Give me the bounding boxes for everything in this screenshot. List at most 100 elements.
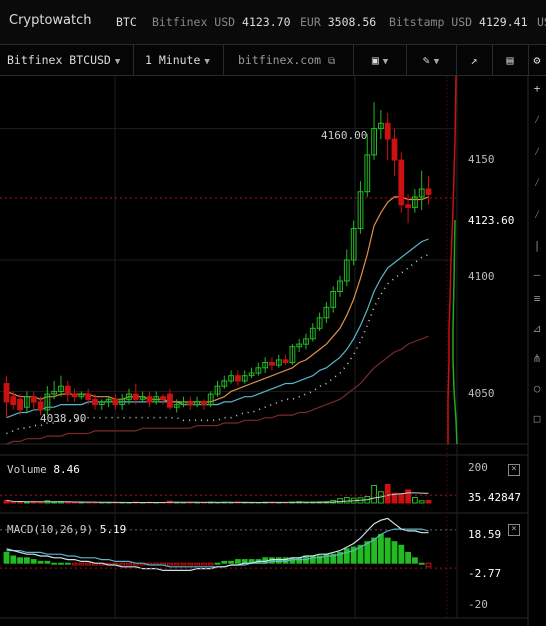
- vertical-line-icon[interactable]: |: [533, 239, 541, 252]
- close-volume-panel-icon[interactable]: ×: [508, 464, 520, 476]
- macd-histogram-bar: [275, 557, 282, 564]
- market-selector[interactable]: Bitfinex BTCUSD ▼: [0, 45, 134, 75]
- macd-histogram-bar: [119, 562, 126, 566]
- volume-bar: [51, 501, 58, 504]
- volume-bar: [391, 492, 398, 504]
- candle-up: [378, 122, 384, 130]
- candle-up: [214, 385, 221, 395]
- candle-up: [105, 398, 112, 403]
- close-macd-panel-icon[interactable]: ×: [508, 524, 520, 536]
- macd-histogram-bar: [30, 559, 37, 564]
- circle-tool-icon[interactable]: ○: [533, 382, 541, 395]
- candle-down: [3, 383, 10, 403]
- macd-histogram: [0, 517, 456, 571]
- candle-up: [343, 259, 350, 282]
- line-tool-icon[interactable]: ⁄: [533, 113, 541, 126]
- macd-histogram-bar: [51, 562, 58, 565]
- overflow-button[interactable]: ⚙: [528, 45, 546, 75]
- volume-bar: [418, 500, 425, 504]
- interval-selector[interactable]: 1 Minute ▼: [134, 45, 224, 75]
- macd-histogram-bar: [425, 562, 432, 568]
- candle-down: [201, 401, 207, 405]
- candle-down: [187, 401, 194, 405]
- chevron-down-icon: ▼: [114, 57, 121, 67]
- depth-ask-curve: [447, 75, 457, 444]
- chevron-down-icon: ▼: [382, 57, 389, 67]
- low-annotation: 4038.90: [40, 412, 87, 425]
- candle-up: [173, 404, 180, 408]
- draw-tools-button[interactable]: ✎ ▼: [406, 45, 457, 75]
- macd-histogram-bar: [378, 534, 384, 564]
- macd-histogram-bar: [235, 559, 241, 564]
- macd-histogram-bar: [194, 562, 200, 566]
- ticker-bitstamp-usd[interactable]: Bitstamp USD 4129.41: [389, 15, 528, 29]
- candle-down: [269, 362, 275, 366]
- macd-tick: -20: [468, 598, 488, 611]
- extended-line-icon[interactable]: ⁄: [533, 208, 541, 221]
- ray-tool-icon[interactable]: ⁄: [533, 145, 541, 158]
- exchange-link[interactable]: bitfinex.com ⧉: [224, 45, 354, 75]
- candle-down: [132, 393, 139, 400]
- volume-bar: [337, 498, 343, 504]
- expand-icon: ↗: [470, 53, 478, 67]
- candle-down: [282, 359, 289, 363]
- candle-up: [139, 396, 146, 400]
- macd-histogram-bar: [228, 560, 234, 564]
- horizontal-line-icon[interactable]: —: [533, 268, 541, 281]
- candle-down: [64, 385, 71, 395]
- macd-histogram-bar: [371, 537, 378, 564]
- crosshair-icon[interactable]: +: [533, 82, 541, 95]
- ticker-eur[interactable]: EUR 3508.56: [300, 15, 377, 29]
- candle-up: [275, 359, 282, 366]
- macd-histogram-bar: [207, 562, 214, 566]
- volume-bar: [425, 499, 432, 504]
- macd-histogram-bar: [221, 560, 228, 564]
- pitchfork-icon[interactable]: ⋔: [532, 352, 542, 365]
- candle-up: [350, 228, 357, 261]
- macd-histogram-bar: [296, 557, 303, 564]
- candle-up: [51, 390, 58, 395]
- current-price: 4123.60: [468, 214, 515, 227]
- candle-up: [418, 188, 425, 198]
- chart-type-button[interactable]: ▣ ▼: [354, 45, 407, 75]
- macd-histogram-bar: [337, 551, 343, 564]
- volume-bar: [64, 501, 71, 504]
- macd-histogram-bar: [350, 546, 357, 564]
- pencil-icon: ✎: [422, 53, 430, 67]
- candle-down: [71, 393, 78, 398]
- external-link-icon: ⧉: [328, 56, 336, 67]
- candle-down: [160, 396, 166, 400]
- ticker-truncated[interactable]: US: [537, 15, 546, 29]
- fullscreen-button[interactable]: ↗: [456, 45, 493, 75]
- candle-up: [316, 317, 323, 329]
- candle-down: [10, 396, 17, 406]
- candle-down: [405, 204, 412, 208]
- macd-histogram-bar: [85, 562, 92, 566]
- macd-histogram-bar: [37, 560, 44, 564]
- candle-up: [364, 154, 371, 193]
- rectangle-tool-icon[interactable]: □: [533, 412, 541, 425]
- ticker-btc[interactable]: BTC: [116, 15, 137, 29]
- fib-icon[interactable]: ⊿: [532, 322, 542, 335]
- macd-histogram-bar: [24, 557, 30, 564]
- trailing-dots: [6, 253, 429, 435]
- sma-line: [6, 335, 429, 445]
- volume-label: Volume 8.46: [7, 463, 80, 476]
- chart-box-icon: ▤: [506, 53, 514, 67]
- candle-down: [85, 393, 92, 400]
- volume-bar: [10, 501, 17, 504]
- ema-slow-line: [6, 238, 429, 419]
- price-tick: 4150: [468, 153, 495, 166]
- macd-histogram-bar: [201, 562, 207, 566]
- app-title[interactable]: Cryptowatch: [9, 13, 92, 28]
- channel-icon[interactable]: ≡: [533, 292, 541, 305]
- macd-histogram-bar: [343, 548, 350, 564]
- chart-settings-button[interactable]: ▤: [492, 45, 529, 75]
- chevron-down-icon: ▼: [433, 57, 440, 67]
- macd-tick: 18.59: [468, 528, 502, 541]
- candle-down: [425, 188, 432, 195]
- trend-tool-icon[interactable]: ⁄: [533, 176, 541, 189]
- ticker-bitfinex-usd[interactable]: Bitfinex USD 4123.70: [152, 15, 291, 29]
- candle-down: [92, 398, 98, 406]
